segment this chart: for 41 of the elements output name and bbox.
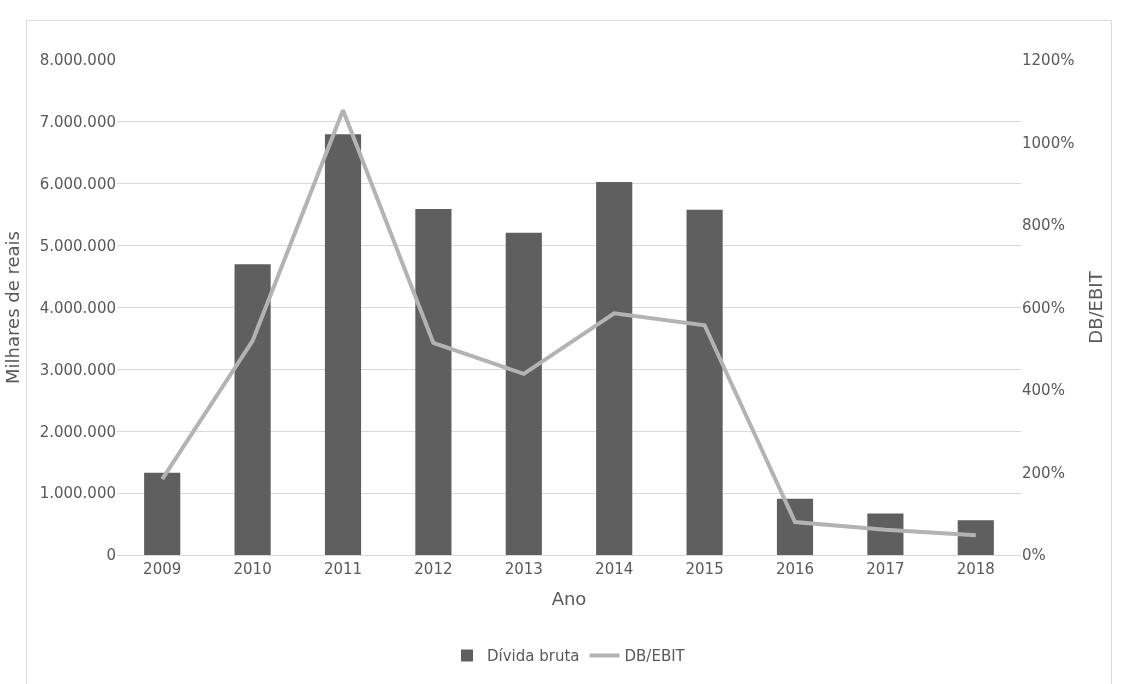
y2-tick-label: 800% bbox=[1022, 216, 1065, 235]
bar bbox=[415, 209, 452, 555]
line-series bbox=[160, 108, 978, 538]
legend-label: Dívida bruta bbox=[487, 647, 580, 666]
x-tick-label: 2017 bbox=[866, 560, 905, 578]
y-tick-label: 2.000.000 bbox=[39, 422, 116, 441]
x-tick-label: 2014 bbox=[595, 560, 634, 578]
y-tick-label: 4.000.000 bbox=[39, 298, 116, 317]
y-tick-label: 3.000.000 bbox=[39, 360, 116, 379]
bar bbox=[324, 134, 362, 555]
y-tick-label: 8.000.000 bbox=[39, 51, 116, 70]
y2-tick-label: 0% bbox=[1022, 546, 1046, 565]
legend-label: DB/EBIT bbox=[624, 647, 686, 666]
bar bbox=[686, 209, 723, 555]
x-tick-label: 2012 bbox=[414, 560, 453, 578]
x-tick-label: 2018 bbox=[956, 560, 995, 578]
x-tick-label: 2010 bbox=[233, 560, 272, 578]
x-tick-label: 2009 bbox=[143, 560, 182, 578]
y2-tick-label: 200% bbox=[1022, 463, 1065, 482]
bar bbox=[144, 472, 181, 555]
bar bbox=[596, 181, 633, 555]
y2-tick-label: 600% bbox=[1022, 298, 1065, 317]
y-tick-label: 5.000.000 bbox=[39, 236, 116, 255]
y2-tick-label: 1000% bbox=[1022, 133, 1075, 152]
x-tick-label: 2016 bbox=[775, 560, 815, 578]
bar bbox=[234, 264, 271, 555]
y-tick-label: 6.000.000 bbox=[39, 175, 116, 193]
bar bbox=[505, 232, 542, 555]
y2-axis-title: DB/EBIT bbox=[1084, 270, 1106, 344]
bar bbox=[776, 498, 814, 555]
bar bbox=[957, 520, 994, 555]
y-axis-title: Milhares de reais bbox=[1, 231, 23, 384]
x-tick-label: 2011 bbox=[323, 560, 363, 578]
y-tick-label: 0 bbox=[106, 546, 116, 565]
y-tick-label: 1.000.000 bbox=[39, 484, 116, 503]
y2-tick-label: 1200% bbox=[1022, 51, 1075, 70]
x-tick-label: 2015 bbox=[685, 560, 724, 578]
y2-tick-label: 400% bbox=[1022, 381, 1065, 400]
y-tick-label: 7.000.000 bbox=[39, 113, 116, 132]
x-tick-label: 2013 bbox=[504, 560, 543, 578]
x-axis-title: Ano bbox=[551, 588, 587, 610]
